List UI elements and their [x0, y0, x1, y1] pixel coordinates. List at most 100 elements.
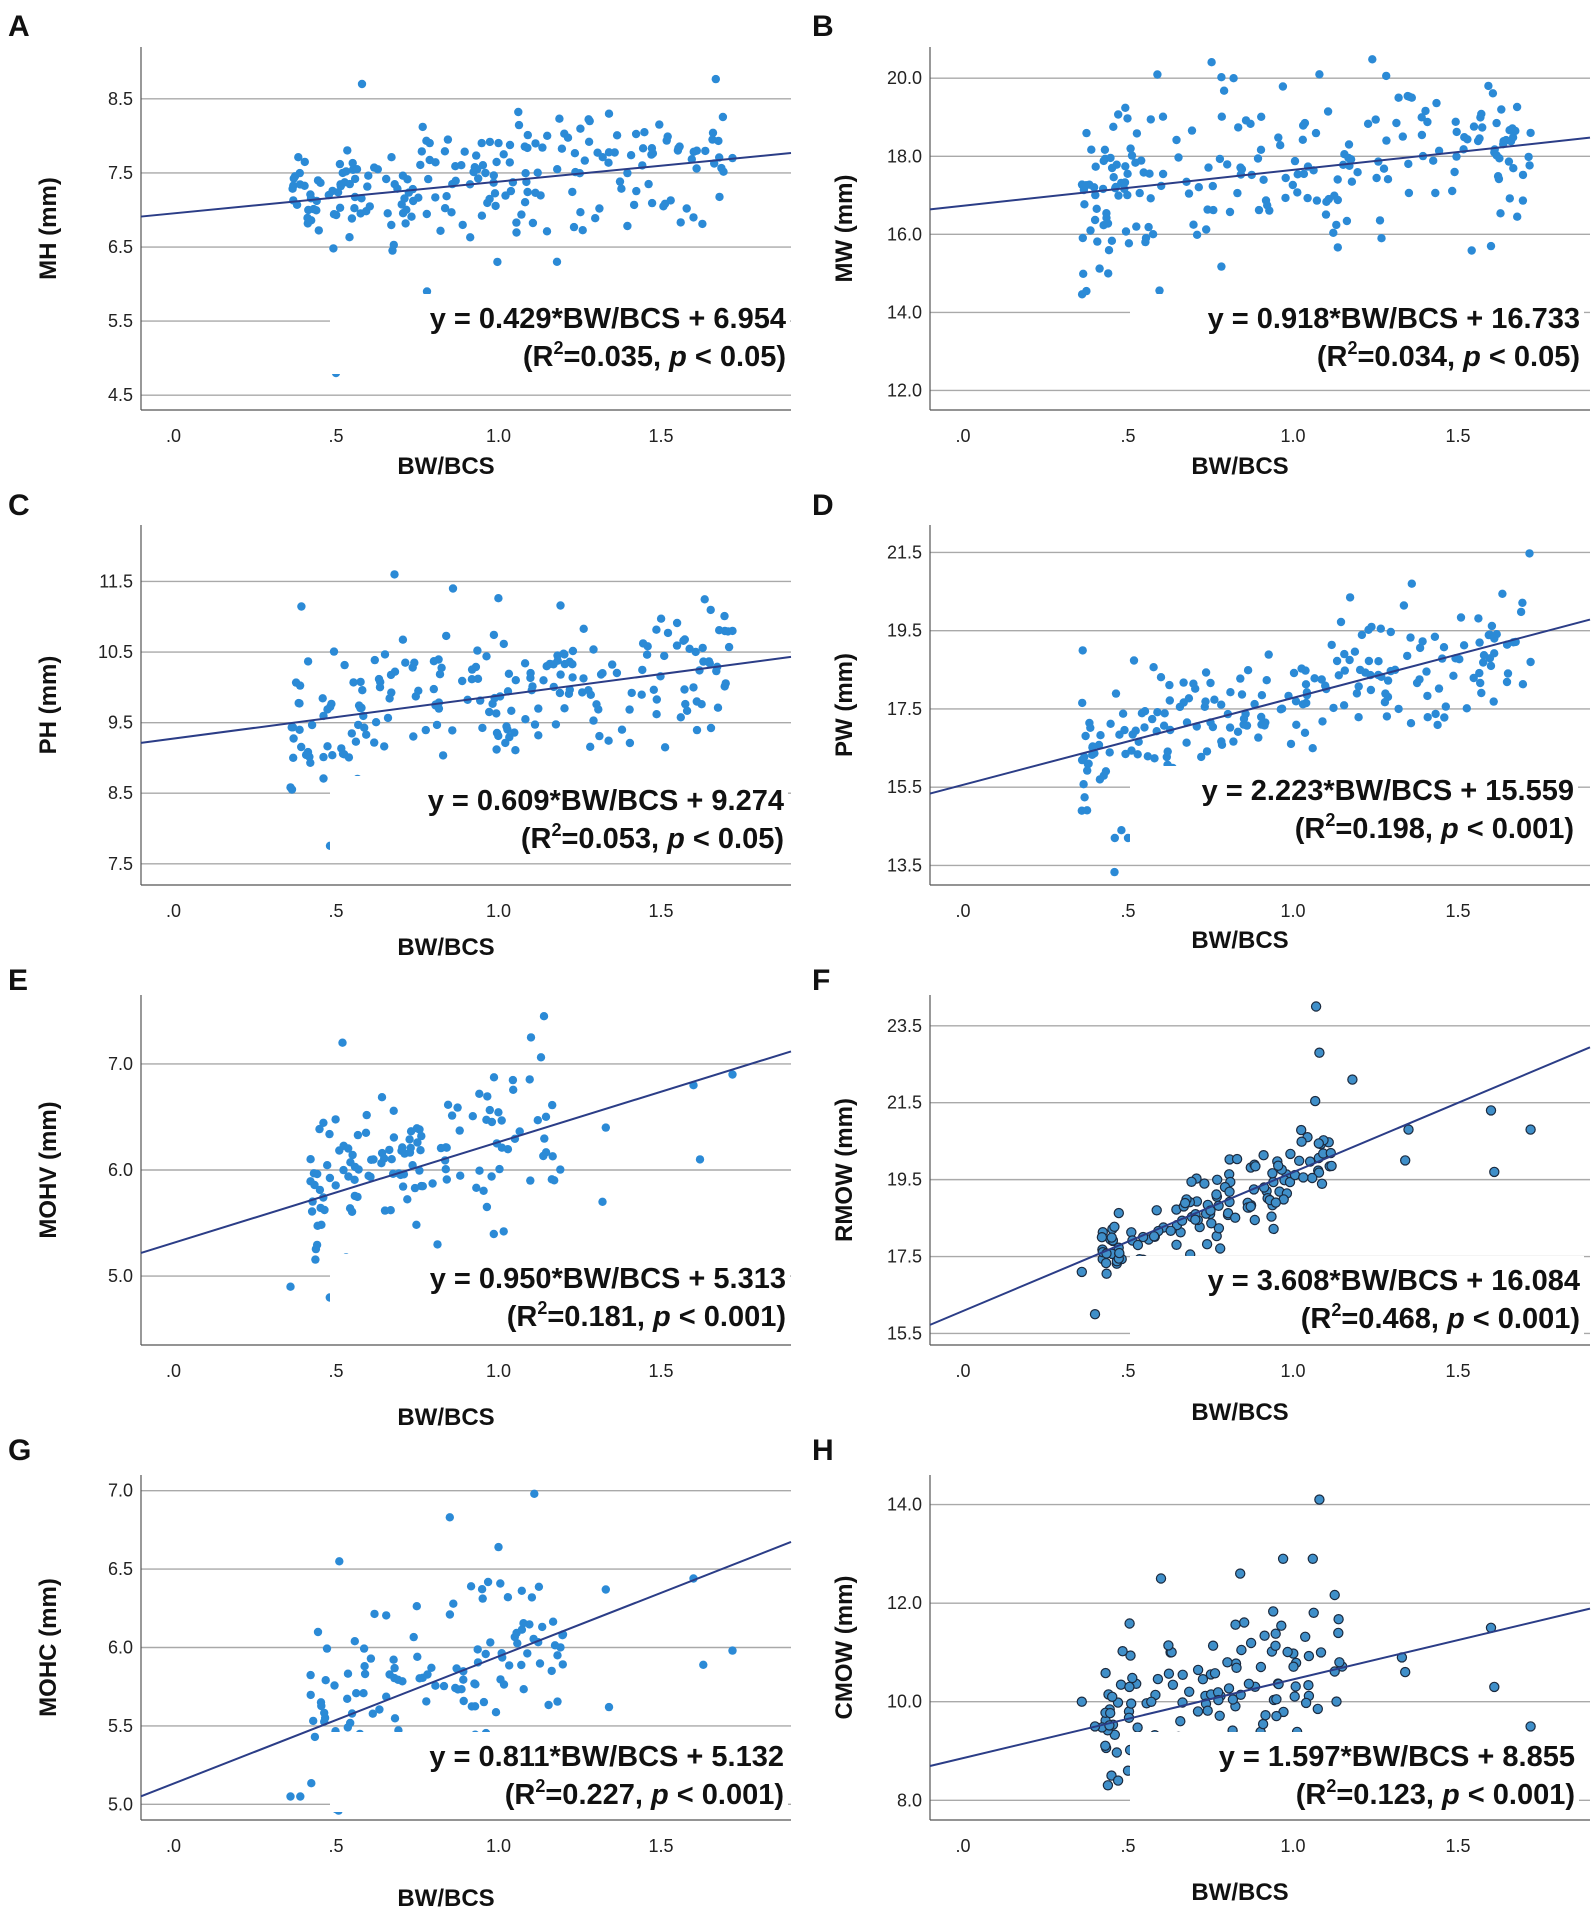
x-tick-label-b-2: 1.0 [1280, 426, 1305, 446]
r2-text-h: (R2=0.123, p < 0.001) [1296, 1776, 1575, 1811]
data-point-d-58 [1236, 674, 1245, 683]
data-point-d-194 [1415, 675, 1424, 684]
data-point-b-55 [1288, 180, 1298, 190]
data-point-b-21 [1114, 191, 1123, 200]
data-point-h-88 [1197, 1673, 1209, 1685]
data-point-h-122 [1307, 1553, 1319, 1565]
data-point-g-127 [322, 1644, 332, 1653]
data-point-f-105 [1313, 1138, 1325, 1149]
data-point-b-51 [1148, 230, 1158, 239]
data-point-e-125 [556, 1165, 565, 1174]
data-point-b-31 [1311, 128, 1321, 138]
data-point-c-107 [318, 694, 327, 703]
r2-text-b: (R2=0.034, p < 0.05) [1317, 338, 1580, 373]
data-point-e-103 [398, 1143, 407, 1152]
data-point-h-26 [1329, 1589, 1340, 1601]
data-point-b-192 [1332, 220, 1341, 230]
data-point-a-143 [569, 222, 579, 232]
data-point-d-210 [1407, 579, 1417, 588]
data-point-b-165 [1508, 124, 1517, 133]
data-point-b-64 [1144, 222, 1153, 232]
data-point-f-23 [1313, 1167, 1325, 1178]
points-c [286, 570, 737, 850]
data-point-h-3 [1333, 1613, 1344, 1625]
r2-superscript-h: 2 [1326, 1776, 1336, 1796]
data-point-a-127 [348, 158, 357, 168]
y-tick-label-f-3: 21.5 [887, 1093, 922, 1113]
data-point-e-124 [487, 1117, 497, 1127]
p-label-g: p [650, 1779, 669, 1811]
data-point-c-188 [625, 705, 634, 714]
data-point-d-149 [1406, 633, 1415, 642]
data-point-h-87 [1132, 1722, 1143, 1733]
data-point-g-4 [558, 1660, 567, 1669]
data-point-e-94 [335, 1146, 344, 1155]
data-point-c-148 [715, 626, 724, 635]
x-tick-label-h-3: 1.5 [1445, 1836, 1470, 1856]
data-point-d-163 [1191, 684, 1200, 693]
r2-value-g: =0.227, [545, 1779, 651, 1811]
data-point-a-31 [458, 220, 467, 230]
data-point-c-169 [289, 734, 298, 743]
data-point-g-22 [547, 1666, 556, 1676]
data-point-a-47 [638, 144, 648, 153]
data-point-e-43 [354, 1165, 363, 1174]
data-point-a-156 [477, 138, 486, 148]
data-point-f-94 [1224, 1186, 1235, 1198]
data-point-b-216 [1490, 148, 1499, 157]
data-point-d-178 [1399, 601, 1409, 610]
data-point-b-168 [1382, 71, 1391, 81]
data-point-h-64 [1183, 1686, 1195, 1698]
data-point-d-31 [1340, 649, 1349, 659]
p-label-b: p [1462, 341, 1481, 373]
data-point-e-117 [380, 1154, 389, 1163]
data-point-a-121 [512, 218, 521, 227]
data-point-b-49 [1091, 190, 1100, 200]
data-point-g-100 [359, 1644, 369, 1653]
data-point-g-17 [517, 1660, 526, 1670]
data-point-c-50 [680, 635, 689, 644]
data-point-d-94 [1381, 689, 1390, 698]
data-point-h-40 [1117, 1645, 1128, 1657]
data-point-c-45 [432, 720, 442, 730]
data-point-d-170 [1354, 713, 1363, 722]
data-point-d-93 [1210, 695, 1219, 704]
panel-letter-g: G [8, 1434, 31, 1467]
data-point-d-112 [1298, 700, 1308, 709]
data-point-b-190 [1450, 167, 1459, 177]
data-point-g-122 [453, 1685, 463, 1694]
data-point-e-25 [509, 1085, 518, 1095]
data-point-g-121 [307, 1779, 316, 1788]
y-axis-title-h: CMOW (mm) [831, 1576, 858, 1720]
data-point-c-56 [360, 723, 369, 732]
y-tick-label-f-2: 19.5 [887, 1170, 922, 1190]
data-point-c-174 [565, 685, 574, 694]
data-point-a-49 [584, 137, 594, 146]
data-point-a-113 [555, 114, 564, 123]
data-point-a-200 [401, 219, 410, 228]
panel-f: F 15.5 17.5 19.5 21.5 23.5 .0 .5 1.0 1.5 BW/BCS RMO… [812, 964, 1591, 1426]
data-point-b-48 [1109, 173, 1118, 182]
data-point-f-81 [1296, 1136, 1307, 1147]
data-point-g-54 [481, 1649, 490, 1659]
data-point-a-33 [655, 120, 664, 129]
data-point-a-133 [407, 212, 416, 221]
data-point-d-30 [1289, 668, 1299, 678]
p-value-h: < 0.001) [1460, 1779, 1575, 1811]
data-point-a-51 [481, 168, 490, 178]
data-point-e-79 [436, 1143, 446, 1153]
data-point-g-106 [409, 1632, 418, 1642]
p-value-b: < 0.05) [1481, 341, 1580, 373]
data-point-a-195 [312, 206, 321, 215]
y-tick-label-b-1: 14.0 [887, 302, 922, 322]
data-point-e-29 [483, 1092, 492, 1101]
y-tick-label-g-2: 6.0 [108, 1638, 133, 1658]
x-tick-label-f-0: .0 [955, 1361, 970, 1381]
fit-line-b [929, 136, 1591, 211]
data-point-b-23 [1158, 169, 1168, 179]
data-point-b-173 [1102, 209, 1111, 218]
data-point-b-164 [1204, 163, 1213, 172]
data-point-c-194 [720, 611, 729, 621]
data-point-d-46 [1096, 731, 1105, 740]
data-point-g-30 [503, 1593, 513, 1602]
